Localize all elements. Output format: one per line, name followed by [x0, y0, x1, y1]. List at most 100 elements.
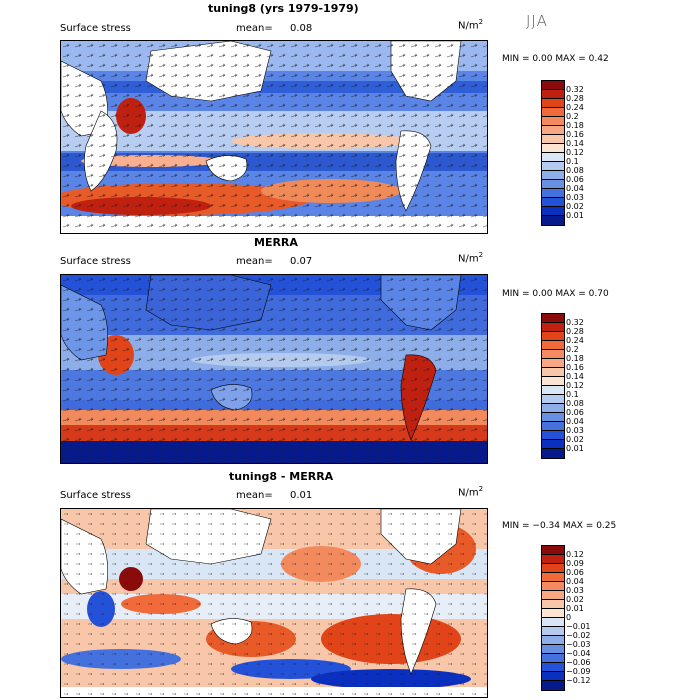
- colorbar-tick-label: 0.28: [566, 327, 584, 336]
- colorbar-swatch: [542, 207, 564, 216]
- colorbar-swatch: [542, 386, 564, 395]
- colorbar-swatch: [542, 654, 564, 663]
- surface-stress-map: [61, 275, 487, 463]
- mean-value: 0.01: [290, 490, 313, 501]
- colorbar-swatch: [542, 135, 564, 144]
- colorbar-tick-label: 0.02: [566, 435, 584, 444]
- colorbar-swatch: [542, 440, 564, 449]
- colorbar: [541, 313, 565, 459]
- colorbar-tick-label: 0.24: [566, 103, 584, 112]
- field-label: Surface stress: [60, 23, 131, 34]
- colorbar-tick-label: 0.24: [566, 336, 584, 345]
- surface-stress-map: [61, 41, 487, 233]
- colorbar-tick-label: 0.1: [566, 157, 579, 166]
- colorbar-tick-label: −0.09: [566, 667, 591, 676]
- colorbar-tick-label: 0.28: [566, 94, 584, 103]
- colorbar-tick-label: 0.08: [566, 166, 584, 175]
- colorbar-swatch: [542, 314, 564, 323]
- colorbar-tick-label: 0.02: [566, 202, 584, 211]
- colorbar-swatch: [542, 422, 564, 431]
- colorbar-swatch: [542, 117, 564, 126]
- colorbar-tick-label: 0.18: [566, 121, 584, 130]
- colorbar-tick-label: 0: [566, 613, 572, 622]
- colorbar-swatch: [542, 153, 564, 162]
- colorbar-tick-label: 0.02: [566, 595, 584, 604]
- colorbar-swatch: [542, 189, 564, 198]
- colorbar-swatch: [542, 636, 564, 645]
- season-label: JJA: [526, 12, 548, 30]
- colorbar-swatch: [542, 555, 564, 564]
- colorbar-tick-label: 0.06: [566, 175, 584, 184]
- colorbar-tick-label: 0.08: [566, 399, 584, 408]
- colorbar-swatch: [542, 609, 564, 618]
- colorbar-swatch: [542, 180, 564, 189]
- field-label: Surface stress: [60, 256, 131, 267]
- mean-value: 0.08: [290, 23, 313, 34]
- colorbar-tick-label: −0.02: [566, 631, 591, 640]
- colorbar-tick-label: 0.2: [566, 345, 579, 354]
- colorbar-tick-label: −0.12: [566, 676, 591, 685]
- colorbar-swatch: [542, 332, 564, 341]
- colorbar-tick-label: 0.04: [566, 577, 584, 586]
- colorbar-tick-label: 0.14: [566, 139, 584, 148]
- map-panel: [60, 40, 488, 234]
- colorbar-swatch: [542, 323, 564, 332]
- colorbar-swatch: [542, 395, 564, 404]
- colorbar-swatch: [542, 582, 564, 591]
- colorbar-swatch: [542, 431, 564, 440]
- colorbar-swatch: [542, 404, 564, 413]
- colorbar-swatch: [542, 350, 564, 359]
- colorbar: [541, 545, 565, 691]
- colorbar-swatch: [542, 126, 564, 135]
- colorbar: [541, 80, 565, 226]
- colorbar-swatch: [542, 99, 564, 108]
- colorbar-swatch: [542, 564, 564, 573]
- colorbar-swatch: [542, 627, 564, 636]
- colorbar-swatch: [542, 216, 564, 225]
- colorbar-swatch: [542, 108, 564, 117]
- map-panel: [60, 508, 488, 698]
- colorbar-swatch: [542, 645, 564, 654]
- mean-value: 0.07: [290, 256, 313, 267]
- colorbar-swatch: [542, 591, 564, 600]
- colorbar-tick-label: 0.12: [566, 550, 584, 559]
- colorbar-swatch: [542, 663, 564, 672]
- colorbar-tick-label: 0.12: [566, 148, 584, 157]
- unit-label: N/m2: [458, 18, 484, 32]
- colorbar-tick-label: 0.16: [566, 130, 584, 139]
- panel-title: tuning8 - MERRA: [229, 470, 334, 483]
- colorbar-tick-label: −0.06: [566, 658, 591, 667]
- colorbar-tick-label: 0.04: [566, 417, 584, 426]
- colorbar-swatch: [542, 162, 564, 171]
- mean-label: mean=: [236, 490, 273, 501]
- colorbar-tick-label: 0.01: [566, 604, 584, 613]
- colorbar-swatch: [542, 600, 564, 609]
- unit-label: N/m2: [458, 485, 484, 499]
- colorbar-swatch: [542, 681, 564, 690]
- colorbar-swatch: [542, 81, 564, 90]
- colorbar-tick-label: 0.09: [566, 559, 584, 568]
- colorbar-swatch: [542, 341, 564, 350]
- colorbar-tick-label: 0.12: [566, 381, 584, 390]
- colorbar-swatch: [542, 672, 564, 681]
- colorbar-tick-label: 0.06: [566, 408, 584, 417]
- colorbar-swatch: [542, 198, 564, 207]
- colorbar-tick-label: 0.18: [566, 354, 584, 363]
- mean-label: mean=: [236, 256, 273, 267]
- colorbar-swatch: [542, 90, 564, 99]
- panel-title: tuning8 (yrs 1979-1979): [208, 2, 359, 15]
- colorbar-swatch: [542, 359, 564, 368]
- unit-label: N/m2: [458, 251, 484, 265]
- colorbar-tick-label: −0.04: [566, 649, 591, 658]
- colorbar-swatch: [542, 618, 564, 627]
- colorbar-tick-label: 0.03: [566, 426, 584, 435]
- colorbar-tick-label: 0.2: [566, 112, 579, 121]
- colorbar-swatch: [542, 449, 564, 458]
- panel-title: MERRA: [254, 236, 298, 249]
- colorbar-tick-label: 0.01: [566, 211, 584, 220]
- colorbar-tick-label: 0.32: [566, 85, 584, 94]
- colorbar-swatch: [542, 377, 564, 386]
- min-max-label: MIN = 0.00 MAX = 0.70: [502, 289, 609, 299]
- colorbar-tick-label: 0.04: [566, 184, 584, 193]
- colorbar-tick-label: 0.14: [566, 372, 584, 381]
